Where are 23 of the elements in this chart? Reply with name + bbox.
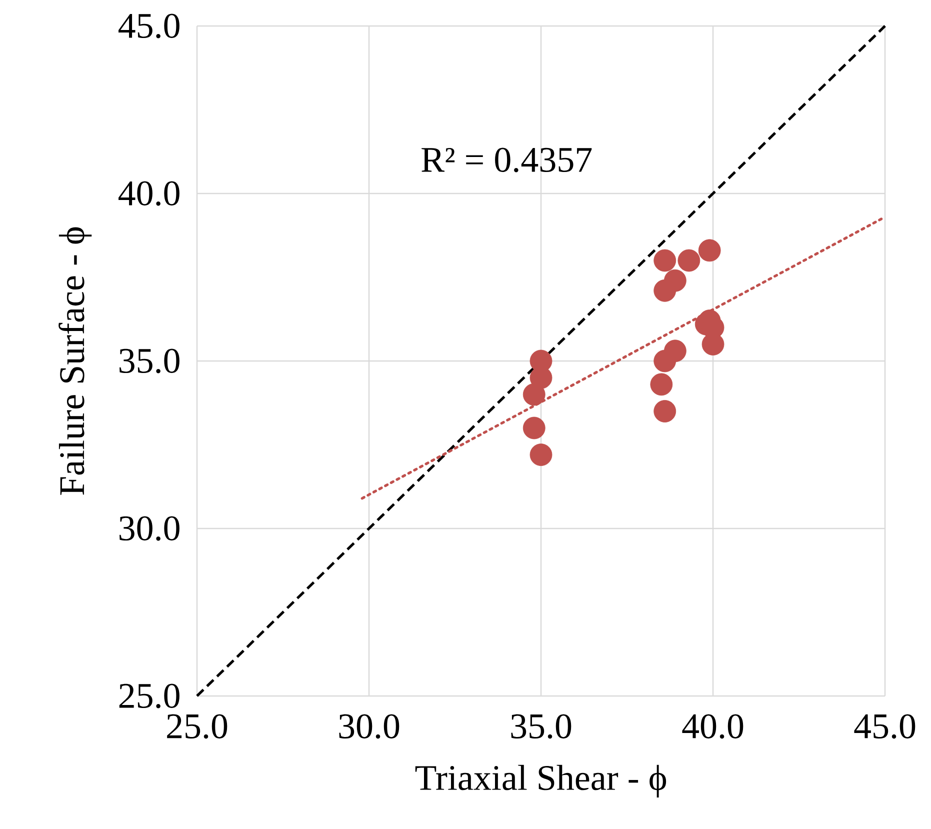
point (530, 444, 552, 466)
x-tick-label: 30.0 (339, 714, 400, 739)
x-tick-label: 45.0 (854, 714, 916, 739)
point (650, 373, 673, 396)
x-axis-title: Triaxial Shear - ϕ (415, 764, 666, 798)
point (654, 279, 676, 302)
point (654, 249, 676, 272)
y-tick-label: 30.0 (120, 516, 180, 541)
x-tick-label: 40.0 (682, 714, 744, 739)
point (698, 239, 721, 262)
point (522, 383, 546, 406)
annotation: R² = 0.4357 (422, 148, 592, 172)
x-tick-label: 25.0 (167, 714, 228, 739)
point (522, 416, 546, 440)
y-tick-label: 45.0 (118, 14, 180, 38)
y-tick-label: 25.0 (119, 684, 180, 708)
x-tick-label: 35.0 (511, 714, 572, 739)
y-tick-label: 40.0 (118, 181, 180, 206)
point (654, 350, 676, 372)
y-tick-label: 35.0 (120, 348, 180, 374)
point (678, 249, 700, 272)
point (654, 400, 676, 422)
y-axis-title: Failure Surface - ϕ (58, 227, 92, 495)
